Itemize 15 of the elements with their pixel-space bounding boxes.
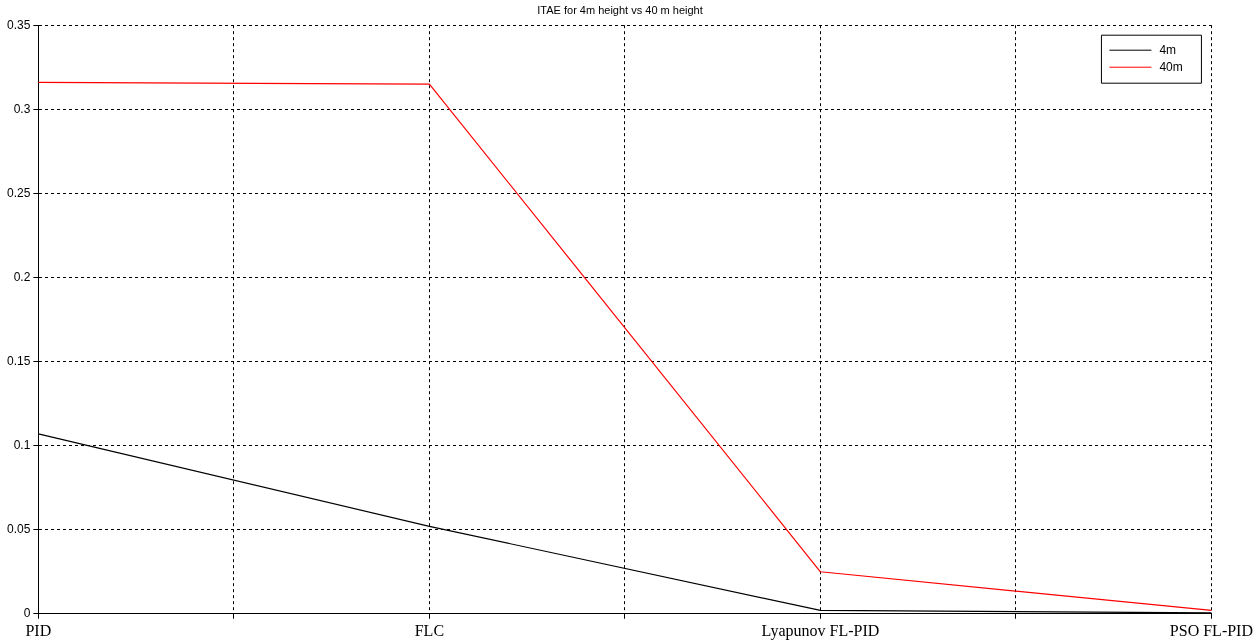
y-tick-label: 0.15: [7, 353, 31, 368]
y-tick-label: 0.2: [13, 269, 31, 284]
y-tick-label: 0.25: [7, 185, 31, 200]
y-tick-label: 0.05: [7, 522, 31, 537]
y-tick-label: 0.3: [13, 101, 31, 116]
chart-title: ITAE for 4m height vs 40 m height: [537, 3, 703, 16]
y-tick-label: 0: [23, 606, 31, 621]
x-tick-label: PSO FL-PID: [1169, 621, 1253, 639]
x-tick-label: Lyapunov FL-PID: [761, 621, 880, 640]
x-tick-label: PID: [25, 621, 52, 639]
y-tick-label: 0.35: [7, 17, 31, 32]
x-tick-label: FLC: [414, 621, 445, 639]
legend-label: 4m: [1159, 42, 1177, 57]
legend-label: 40m: [1159, 59, 1183, 74]
y-tick-label: 0.1: [13, 437, 31, 452]
